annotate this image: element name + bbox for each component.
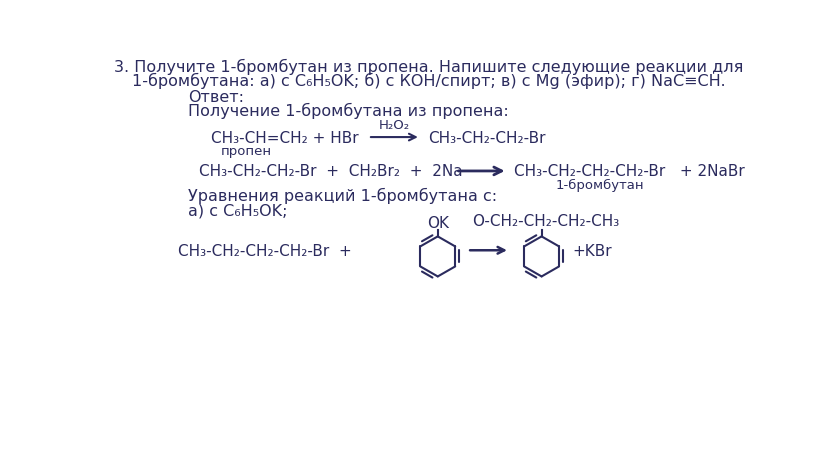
Text: CH₃-CH₂-CH₂-CH₂-Br  +: CH₃-CH₂-CH₂-CH₂-Br + (178, 243, 352, 258)
Text: 1-бромбутан: 1-бромбутан (556, 178, 645, 191)
Text: CH₃-CH₂-CH₂-Br: CH₃-CH₂-CH₂-Br (428, 130, 546, 145)
Text: а) с C₆H₅OK;: а) с C₆H₅OK; (188, 203, 288, 218)
Text: Уравнения реакций 1-бромбутана с:: Уравнения реакций 1-бромбутана с: (188, 188, 497, 203)
Text: CH₃-CH=CH₂ + HBr: CH₃-CH=CH₂ + HBr (212, 130, 359, 145)
Text: +KBr: +KBr (573, 243, 612, 258)
Text: 3. Получите 1-бромбутан из пропена. Напишите следующие реакции для: 3. Получите 1-бромбутан из пропена. Напи… (114, 59, 743, 75)
Text: OK: OK (426, 216, 449, 231)
Text: O-CH₂-CH₂-CH₂-CH₃: O-CH₂-CH₂-CH₂-CH₃ (472, 214, 619, 229)
Text: Получение 1-бромбутана из пропена:: Получение 1-бромбутана из пропена: (188, 103, 509, 119)
Text: H₂O₂: H₂O₂ (379, 119, 410, 132)
Text: Ответ:: Ответ: (188, 89, 244, 105)
Text: CH₃-CH₂-CH₂-Br  +  CH₂Br₂  +  2Na: CH₃-CH₂-CH₂-Br + CH₂Br₂ + 2Na (199, 164, 462, 179)
Text: CH₃-CH₂-CH₂-CH₂-Br   + 2NaBr: CH₃-CH₂-CH₂-CH₂-Br + 2NaBr (513, 164, 744, 179)
Text: 1-бромбутана: а) с C₆H₅OK; б) с КОН/спирт; в) с Mg (эфир); г) NaC≡CH.: 1-бромбутана: а) с C₆H₅OK; б) с КОН/спир… (131, 73, 726, 89)
Text: пропен: пропен (221, 144, 272, 157)
